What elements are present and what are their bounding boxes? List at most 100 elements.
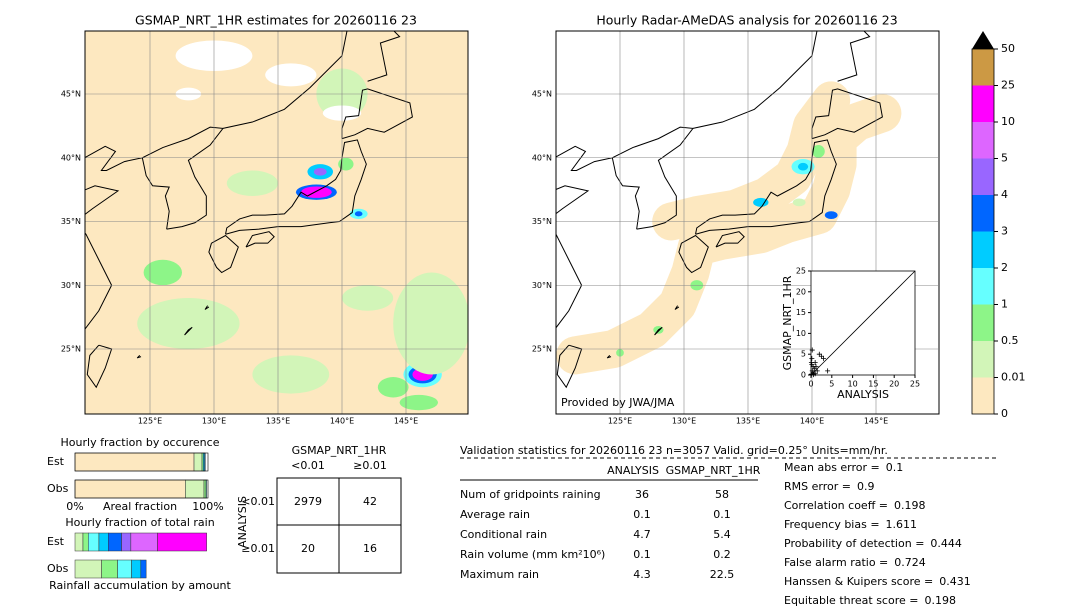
colorbar-segment [972, 158, 994, 195]
precip-area [377, 377, 409, 398]
no-data-area [265, 63, 317, 87]
x-tick-label: 15 [868, 380, 878, 389]
scatter-point [816, 351, 822, 357]
stats-value: 22.5 [710, 568, 735, 581]
stats-row-label: Average rain [460, 508, 530, 521]
coastline [606, 355, 612, 359]
bar-segment [117, 559, 132, 579]
x-axis-label: Rainfall accumulation by amount [49, 579, 231, 592]
bar-frame [74, 479, 209, 499]
precip-area [137, 298, 240, 349]
stats-value: 0.1 [633, 548, 651, 561]
map-lat-label: 45°N [532, 90, 552, 99]
stats-value: 5.4 [713, 528, 731, 541]
y-tick-label: 0 [801, 371, 806, 380]
score-line: Mean abs error = 0.1 [784, 461, 903, 474]
y-tick-label: 15 [796, 308, 806, 317]
score-line: False alarm ratio = 0.724 [784, 556, 926, 569]
map-lon-label: 130°E [202, 417, 226, 426]
map-lat-label: 30°N [61, 281, 81, 290]
map-lon-label: 125°E [138, 417, 162, 426]
row-header: ≥0.01 [241, 542, 275, 555]
map-lat-label: 35°N [61, 217, 81, 226]
score-label: Correlation coeff = [784, 499, 888, 512]
coastline [678, 234, 709, 274]
precip-area [824, 211, 838, 219]
bar-segment [130, 532, 158, 552]
category-label: Est [47, 535, 65, 548]
y-tick-label: 10 [796, 329, 806, 338]
stats-value: 0.1 [633, 508, 651, 521]
score-value: 0.198 [924, 594, 956, 607]
coastline [556, 185, 590, 329]
score-label: RMS error = [784, 480, 851, 493]
x-tick-label: 20 [889, 380, 899, 389]
colorbar-label: 10 [1001, 115, 1015, 128]
score-line: Frequency bias = 1.611 [784, 518, 917, 531]
bar-frame [74, 452, 209, 472]
bar-segment [74, 559, 102, 579]
coastline [245, 231, 275, 248]
score-value: 0.1 [886, 461, 904, 474]
map-lat-label: 40°N [61, 153, 81, 162]
score-value: 0.9 [857, 480, 875, 493]
diagonal [810, 270, 916, 376]
coastline [715, 231, 745, 248]
score-line: Probability of detection = 0.444 [784, 537, 962, 550]
stats-value: 0.2 [713, 548, 731, 561]
colorbar-segment [972, 85, 994, 122]
x-tick-label: 10 [848, 380, 858, 389]
colorbar-segment [972, 268, 994, 305]
y-tick-label: 20 [796, 287, 806, 296]
x-tick-label: 100% [192, 500, 223, 513]
coastline [136, 355, 142, 359]
colorbar-segment [972, 122, 994, 159]
chart-title: Hourly fraction of total rain [65, 516, 214, 529]
colorbar-label: 0.01 [1001, 371, 1026, 384]
score-line: Equitable threat score = 0.198 [784, 594, 956, 607]
colorbar-segment [972, 195, 994, 232]
score-value: 0.444 [930, 537, 962, 550]
x-tick-label: 5 [829, 380, 834, 389]
colorbar-label: 0 [1001, 407, 1008, 420]
bar-segment [203, 479, 207, 499]
precip-area [812, 145, 825, 158]
score-label: Probability of detection = [784, 537, 924, 550]
x-tick-label: 0 [808, 380, 813, 389]
colorbar-label: 5 [1001, 152, 1008, 165]
table-cell: 2979 [294, 495, 322, 508]
coastline [837, 31, 871, 82]
bar-segment [74, 532, 84, 552]
coastline [367, 31, 401, 82]
scatter-point [809, 355, 815, 361]
bar-segment [193, 452, 203, 472]
column-header: ≥0.01 [353, 459, 387, 472]
precip-area [143, 259, 182, 286]
colorbar-label: 25 [1001, 79, 1015, 92]
stats-row-label: Rain volume (mm km²10⁶) [460, 548, 605, 561]
map-lon-label: 140°E [330, 417, 354, 426]
score-value: 0.431 [939, 575, 971, 588]
score-label: Mean abs error = [784, 461, 880, 474]
bar-segment [108, 532, 122, 552]
bar-segment [205, 479, 207, 499]
coastline [184, 326, 193, 336]
scatter-point [820, 355, 826, 361]
bar-segment [185, 479, 205, 499]
map-panel [85, 31, 468, 414]
coastline [222, 31, 348, 129]
map-frame [84, 30, 469, 415]
scatter-point [813, 364, 819, 370]
stats-value: 4.7 [633, 528, 651, 541]
stats-row-label: Conditional rain [460, 528, 547, 541]
precip-area [753, 197, 769, 207]
precip-area [399, 394, 438, 411]
stats-value: 0.1 [713, 508, 731, 521]
stats-title: Validation statistics for 20260116 23 n=… [460, 444, 888, 457]
map-lat-label: 25°N [532, 345, 552, 354]
map-lon-label: 145°E [864, 417, 888, 426]
coastline [85, 185, 120, 330]
colorbar-segment [972, 304, 994, 341]
table-cell: 42 [363, 495, 377, 508]
x-tick-label: 25 [910, 380, 920, 389]
